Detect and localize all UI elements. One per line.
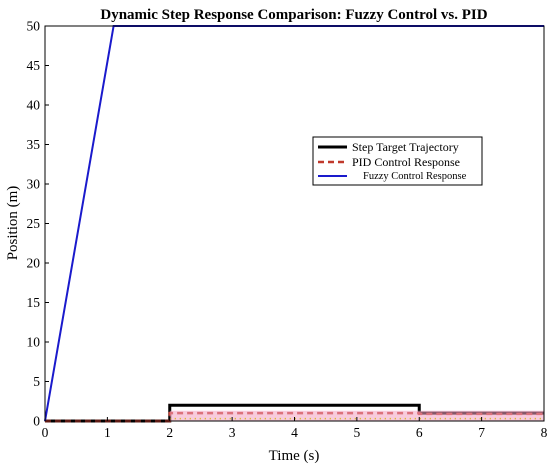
legend: Step Target Trajectory PID Control Respo… (312, 136, 483, 186)
y-tick-label: 25 (27, 216, 41, 231)
noise-layer (169, 410, 544, 421)
x-tick-label: 7 (478, 425, 485, 440)
y-tick-label: 45 (27, 58, 41, 73)
chart-title: Dynamic Step Response Comparison: Fuzzy … (100, 7, 487, 23)
y-tick-label: 15 (27, 295, 41, 310)
y-axis-label: Position (m) (5, 186, 21, 261)
x-tick-label: 0 (42, 425, 49, 440)
y-tick-label: 35 (27, 137, 41, 152)
y-tick-label: 40 (27, 98, 41, 113)
x-tick-label: 5 (354, 425, 361, 440)
y-tick-label: 5 (33, 374, 40, 389)
x-tick-label: 8 (541, 425, 548, 440)
x-axis: 0 1 2 3 4 5 6 7 8 (42, 417, 548, 440)
y-axis: 0 5 10 15 20 25 30 35 40 45 50 (27, 19, 49, 429)
y-tick-label: 30 (27, 177, 41, 192)
y-tick-label: 0 (33, 414, 40, 429)
x-tick-label: 6 (416, 425, 423, 440)
legend-label-target: Step Target Trajectory (352, 140, 459, 154)
legend-label-pid: PID Control Response (352, 155, 460, 169)
plot-area (45, 26, 544, 421)
x-axis-label: Time (s) (269, 448, 320, 464)
x-tick-label: 4 (291, 425, 298, 440)
y-tick-label: 50 (27, 19, 41, 34)
x-tick-label: 2 (166, 425, 173, 440)
pid-noise-band (169, 410, 544, 421)
x-tick-label: 3 (229, 425, 236, 440)
y-tick-label: 20 (27, 256, 41, 271)
y-tick-label: 10 (27, 335, 41, 350)
legend-label-fuzzy: Fuzzy Control Response (363, 171, 467, 182)
x-tick-label: 1 (104, 425, 111, 440)
